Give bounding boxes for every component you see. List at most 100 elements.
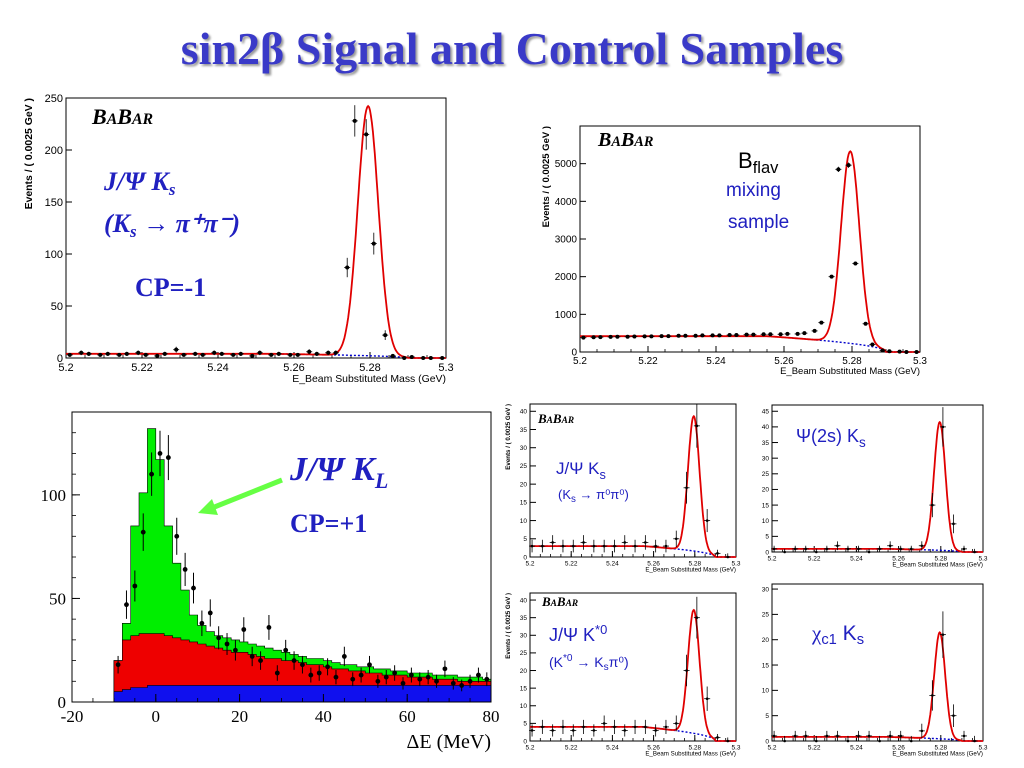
data-point	[326, 350, 331, 355]
data-point	[846, 547, 850, 551]
data-point	[140, 529, 146, 535]
data-point	[352, 118, 357, 123]
decay-label-main: Ψ(2s) K	[796, 426, 859, 446]
data-point	[300, 662, 305, 668]
data-point	[772, 547, 776, 551]
data-point	[383, 333, 388, 338]
decay-label-rest: K	[837, 622, 857, 645]
mass-plot-psi2s-ks: 5.2 5.22 5.24 5.26 5.28 5.3 0 5 10 15 20 25 30 35 40 45…	[762, 404, 988, 568]
data-point	[345, 265, 350, 270]
x-tick-label: 5.2	[767, 745, 776, 752]
y-tick-label: 25	[520, 463, 528, 470]
data-point	[717, 333, 722, 338]
data-point	[693, 333, 698, 338]
y-tick-label: 20	[762, 637, 770, 644]
data-point	[276, 351, 281, 356]
data-point	[341, 654, 347, 659]
data-point	[591, 335, 596, 340]
data-point	[162, 351, 167, 356]
data-point	[716, 736, 719, 739]
x-tick-label: 0	[152, 707, 161, 726]
data-point	[425, 674, 431, 680]
data-point	[325, 664, 330, 670]
data-point	[815, 739, 818, 743]
data-point	[778, 332, 783, 337]
y-tick-label: 0	[58, 693, 67, 712]
data-point	[200, 352, 205, 357]
y-tick-label: 150	[45, 197, 63, 209]
data-point	[484, 676, 490, 682]
y-tick-label: 25	[762, 612, 770, 619]
data-point	[802, 331, 807, 336]
babar-logo-letter: A	[561, 416, 568, 426]
data-point	[613, 544, 616, 548]
data-point	[79, 350, 84, 355]
mass-plot-bflav-mixing: 5.2 5.22 5.24 5.26 5.28 5.3 0 1000 2000 3000 4000 5…	[541, 125, 927, 377]
data-point	[825, 734, 829, 738]
decay-label-paren: (K	[104, 209, 132, 238]
y-tick-label: 5	[765, 713, 769, 720]
decay-label-line1: χc1 Ks	[811, 621, 864, 648]
data-point	[541, 725, 544, 729]
data-point	[440, 356, 445, 360]
decay-label-rest: → π⁺π⁻)	[137, 209, 241, 238]
y-tick-label: 20	[520, 668, 528, 675]
x-tick-label: -20	[61, 707, 84, 726]
data-point	[793, 547, 797, 551]
data-point	[333, 674, 339, 680]
data-point	[582, 541, 585, 544]
data-point	[878, 547, 881, 551]
data-point	[795, 331, 800, 336]
data-point	[899, 734, 903, 738]
decay-label-line1: J/Ψ Ks	[103, 167, 176, 199]
data-point	[642, 334, 647, 339]
y-tick-label: 5	[523, 536, 527, 543]
data-point	[664, 725, 668, 729]
slide-title: sin2β Signal and Control Samples	[180, 23, 844, 74]
data-point	[367, 662, 372, 668]
data-point	[581, 335, 586, 340]
babar-logo-letter: B	[552, 411, 562, 426]
data-point	[421, 356, 426, 360]
x-tick-label: 5.24	[207, 362, 228, 374]
data-point	[541, 544, 544, 548]
decay-label-main: J/Ψ K	[556, 459, 600, 478]
decay-label-sub: s	[600, 467, 606, 482]
data-point	[836, 734, 839, 738]
data-point	[683, 333, 688, 338]
data-point	[392, 670, 398, 676]
babar-logo-letter: B	[91, 104, 107, 129]
data-point	[371, 241, 376, 246]
x-tick-label: 5.26	[647, 561, 660, 568]
decay-label-sub: c1	[821, 632, 837, 648]
data-point	[467, 678, 473, 684]
data-point	[888, 734, 892, 738]
x-tick-label: 5.2	[573, 356, 587, 367]
data-point	[941, 633, 945, 636]
x-tick-label: 5.26	[283, 362, 304, 374]
data-point	[793, 734, 797, 738]
data-point	[400, 680, 406, 686]
y-tick-label: 0	[765, 738, 769, 745]
x-axis-label: E_Beam Substituted Mass (GeV)	[780, 366, 920, 377]
y-tick-label: 0	[523, 554, 527, 561]
x-tick-label: 5.28	[688, 561, 701, 568]
x-tick-label: 5.2	[58, 362, 73, 374]
x-axis-label: E_Beam Substituted Mass (GeV)	[892, 561, 983, 568]
y-tick-label: 45	[762, 409, 770, 416]
cp-label: CP=-1	[135, 273, 206, 302]
data-point	[231, 352, 236, 357]
data-point	[219, 351, 224, 356]
x-tick-label: 5.22	[808, 556, 821, 563]
data-point	[695, 616, 699, 619]
x-tick-label: 5.3	[438, 362, 453, 374]
data-point	[308, 672, 314, 678]
data-point	[269, 352, 274, 357]
data-point	[962, 734, 966, 738]
babar-logo-letter: A	[633, 134, 644, 150]
data-point	[785, 331, 790, 336]
data-point	[772, 734, 776, 738]
x-tick-label: 5.26	[892, 745, 905, 752]
x-tick-label: 5.26	[774, 356, 794, 367]
sample-label-line1: Bflav	[738, 148, 779, 177]
